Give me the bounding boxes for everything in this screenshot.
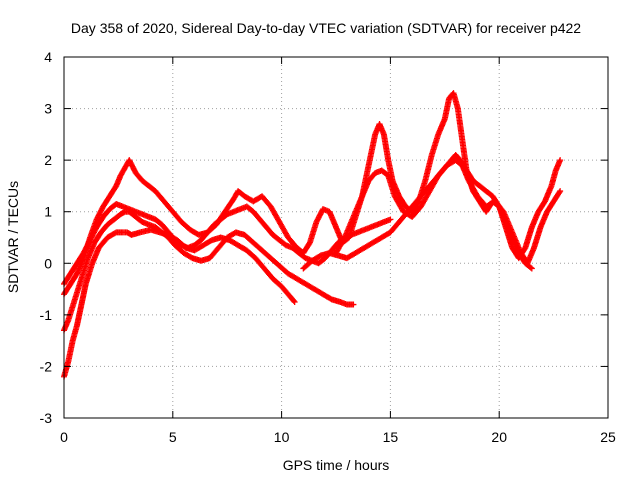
x-tick-label: 10 <box>274 429 290 445</box>
y-tick-label: -3 <box>40 410 53 426</box>
x-tick-label: 5 <box>169 429 177 445</box>
x-tick-label: 15 <box>383 429 399 445</box>
plot-area-frame <box>63 56 609 419</box>
data-point <box>556 189 563 196</box>
data-point <box>291 298 298 305</box>
y-tick-label: 4 <box>44 49 52 65</box>
y-tick-label: -1 <box>40 307 53 323</box>
data-point <box>387 216 394 223</box>
data-point <box>340 235 347 242</box>
data-point <box>527 264 534 271</box>
y-tick-label: 2 <box>44 152 52 168</box>
x-tick-label: 0 <box>60 429 68 445</box>
y-tick-label: -2 <box>40 358 53 374</box>
data-series-2 <box>61 208 357 334</box>
y-tick-label: 0 <box>44 255 52 271</box>
data-point <box>528 265 535 272</box>
data-point <box>557 188 564 195</box>
chart-title: Day 358 of 2020, Sidereal Day-to-day VTE… <box>71 20 581 36</box>
data-series-6 <box>333 157 564 267</box>
data-series-1 <box>61 226 298 380</box>
data-point <box>290 297 297 304</box>
y-tick-label: 3 <box>44 101 52 117</box>
data-point <box>350 301 357 308</box>
grid-lines <box>64 57 608 418</box>
x-tick-label: 20 <box>491 429 507 445</box>
axis-ticks <box>63 56 609 419</box>
x-axis-label: GPS time / hours <box>283 457 390 473</box>
plot-data <box>61 90 564 380</box>
y-axis-label: SDTVAR / TECUs <box>5 181 21 293</box>
x-tick-label: 25 <box>600 429 616 445</box>
y-tick-label: 1 <box>44 204 52 220</box>
data-point <box>557 157 564 164</box>
tick-labels: 0 5 10 15 20 25 -3 -2 -1 0 1 2 3 4 <box>40 49 616 445</box>
